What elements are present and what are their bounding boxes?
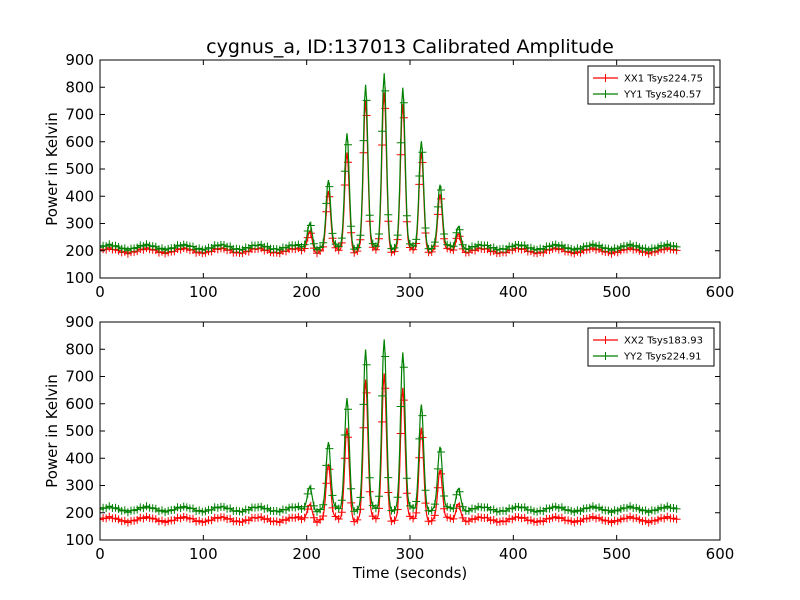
y-tick-label: 300: [65, 477, 94, 495]
legend-box: [587, 65, 715, 105]
y-tick-label: 100: [65, 531, 94, 549]
x-tick-label: 300: [396, 545, 425, 563]
legend-label: YY2 Tsys224.91: [623, 352, 702, 363]
y-tick-label: 200: [65, 504, 94, 522]
y-tick-label: 500: [65, 160, 94, 178]
y-tick-label: 500: [65, 422, 94, 440]
y-axis-label: Power in Kelvin: [43, 112, 61, 226]
subplots: 0 100 200 300 400 500 600100200300400500600700…: [43, 51, 734, 563]
x-tick-label: 500: [602, 545, 631, 563]
legend: XX2 Tsys183.93 YY2 Tsys224.91: [587, 327, 715, 367]
legend-label: XX1 Tsys224.75: [624, 74, 703, 85]
x-tick-label: 500: [602, 283, 631, 301]
legend: XX1 Tsys224.75 YY1 Tsys240.57: [587, 65, 715, 105]
y-tick-label: 600: [65, 133, 94, 151]
x-tick-label: 200: [292, 283, 321, 301]
x-tick-label: 0: [95, 545, 105, 563]
series-yy1: [100, 73, 681, 255]
y-tick-label: 800: [65, 340, 94, 358]
series-xx2: [100, 373, 681, 527]
x-tick-label: 400: [499, 283, 528, 301]
series-yy2: [100, 339, 681, 517]
legend-label: XX2 Tsys183.93: [624, 336, 703, 347]
legend-label: YY1 Tsys240.57: [623, 90, 702, 101]
x-tick-label: 400: [499, 545, 528, 563]
y-tick-label: 700: [65, 106, 94, 124]
subplot-2: 0 100 200 300 400 500 600100200300400500600700…: [43, 313, 734, 563]
x-tick-label: 100: [189, 283, 218, 301]
chart-title: cygnus_a, ID:137013 Calibrated Amplitude: [206, 36, 614, 58]
y-tick-label: 400: [65, 449, 94, 467]
y-tick-label: 300: [65, 215, 94, 233]
y-tick-label: 400: [65, 187, 94, 205]
y-tick-label: 900: [65, 313, 94, 331]
y-tick-label: 900: [65, 51, 94, 69]
series-markers: [100, 352, 681, 517]
x-tick-label: 0: [95, 283, 105, 301]
x-tick-label: 200: [292, 545, 321, 563]
legend-marker: [601, 336, 610, 344]
y-tick-label: 700: [65, 368, 94, 386]
x-tick-label: 600: [706, 283, 735, 301]
y-tick-label: 200: [65, 242, 94, 260]
y-axis-label: Power in Kelvin: [43, 374, 61, 488]
x-axis-label: Time (seconds): [352, 564, 468, 582]
y-tick-label: 600: [65, 395, 94, 413]
x-tick-label: 600: [706, 545, 735, 563]
legend-marker: [601, 90, 610, 98]
series-markers: [100, 86, 681, 255]
legend-marker: [601, 74, 610, 82]
series-markers: [100, 384, 681, 527]
y-tick-label: 100: [65, 269, 94, 287]
x-tick-label: 300: [396, 283, 425, 301]
legend-marker: [601, 352, 610, 360]
subplot-1: 0 100 200 300 400 500 600100200300400500600700…: [43, 51, 734, 301]
x-tick-label: 100: [189, 545, 218, 563]
y-tick-label: 800: [65, 78, 94, 96]
legend-box: [587, 327, 715, 367]
